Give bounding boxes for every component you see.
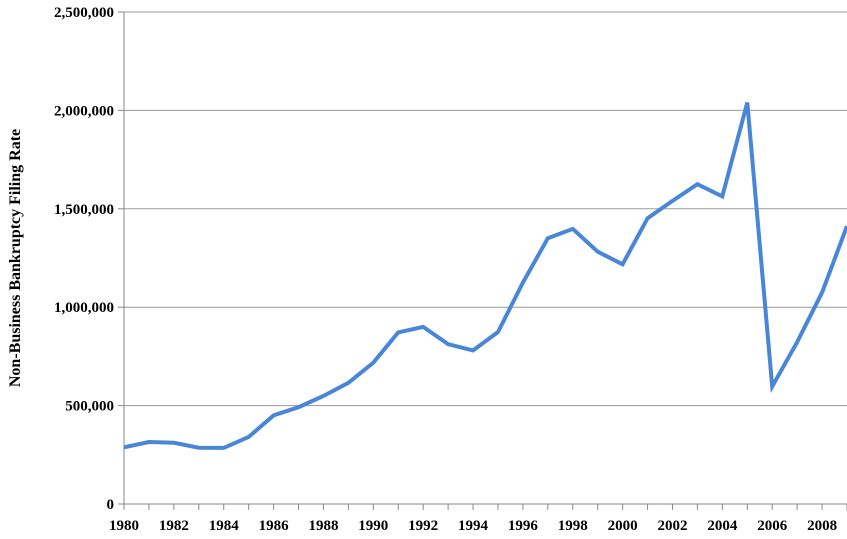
y-axis-title: Non-Business Bankruptcy Filing Rate (7, 129, 24, 387)
y-axis-tick-labels: 0 500,000 1,000,000 1,500,000 2,000,000 2,500… (54, 5, 114, 513)
x-tick-label: 1984 (209, 518, 240, 534)
x-tick-label: 1998 (558, 518, 588, 534)
x-tick-label: 1980 (109, 518, 139, 534)
x-tick-label: 2000 (608, 518, 638, 534)
x-tick-label: 2002 (657, 518, 687, 534)
x-tick-label: 1992 (408, 518, 438, 534)
x-tick-label: 2008 (807, 518, 837, 534)
series-line (123, 101, 847, 450)
x-axis-tick-labels: 1980 1982 1984 1986 1988 1990 1992 1994 1996 1998… (109, 518, 837, 534)
y-tick-label: 500,000 (65, 399, 114, 415)
x-tick-label: 1982 (159, 518, 189, 534)
x-tick-label: 1986 (259, 518, 290, 534)
x-tick-label: 1990 (358, 518, 388, 534)
x-tick-label: 1994 (458, 518, 489, 534)
x-axis-ticks (123, 504, 847, 510)
x-tick-label: 2006 (757, 518, 788, 534)
axes (123, 12, 847, 505)
y-tick-label: 2,000,000 (54, 103, 114, 119)
y-tick-label: 1,000,000 (54, 300, 114, 316)
series-group (123, 101, 847, 450)
x-tick-label: 2004 (707, 518, 738, 534)
gridlines (118, 11, 847, 505)
x-tick-label: 1988 (308, 518, 338, 534)
y-tick-label: 1,500,000 (54, 202, 114, 218)
x-tick-label: 1996 (508, 518, 539, 534)
y-tick-label: 2,500,000 (54, 5, 114, 21)
y-tick-label: 0 (107, 497, 115, 513)
